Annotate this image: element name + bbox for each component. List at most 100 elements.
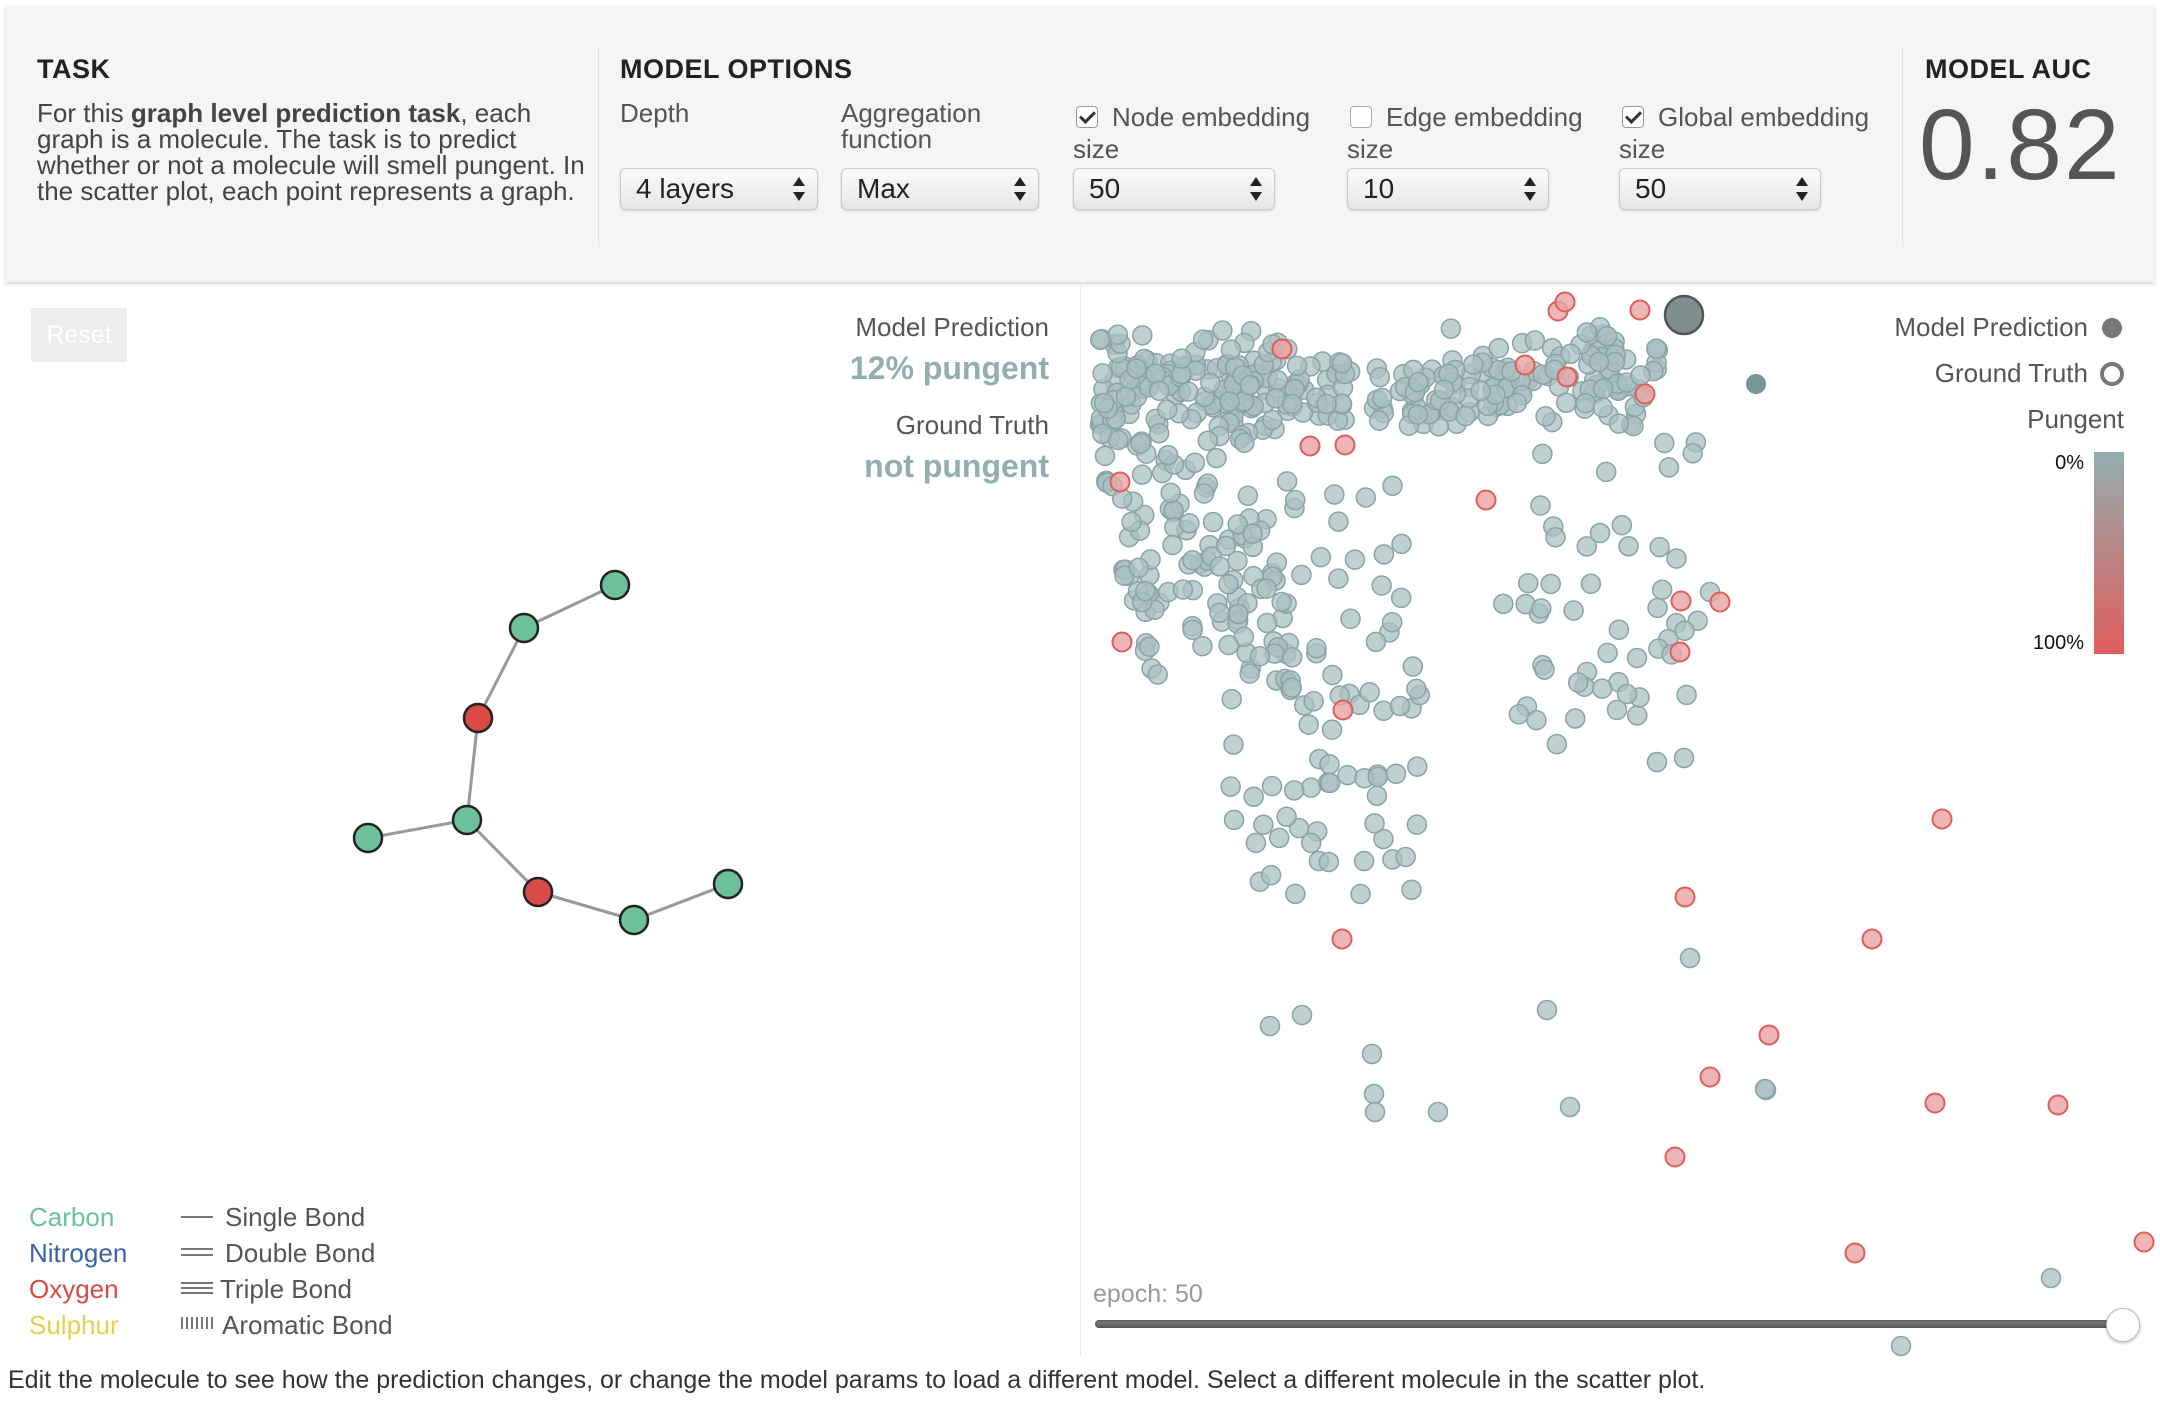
scatter-point[interactable] [1281,677,1302,698]
scatter-point[interactable] [1243,786,1264,807]
scatter-point[interactable] [1268,827,1290,849]
scatter-point[interactable] [1580,573,1602,595]
scatter-point[interactable] [1310,546,1332,568]
scatter-point[interactable] [1390,587,1412,609]
scatter-point[interactable] [1178,381,1199,402]
scatter-point[interactable] [1372,387,1393,409]
scatter-point[interactable] [1256,612,1278,634]
scatter-point[interactable] [1281,393,1303,415]
scatter-point[interactable] [1212,320,1233,341]
scatter-point[interactable] [1271,338,1293,360]
scatter-point[interactable] [1559,1096,1581,1118]
scatter-point[interactable] [1318,851,1340,873]
scatter-point[interactable] [1545,527,1566,548]
scatter-point[interactable] [1121,511,1142,533]
epoch-slider-thumb[interactable] [2106,1308,2140,1342]
scatter-point[interactable] [1616,683,1638,705]
scatter-point[interactable] [1536,999,1558,1021]
scatter-point[interactable] [1364,813,1385,834]
scatter-point[interactable] [1340,608,1361,630]
scatter-point[interactable] [1530,495,1551,516]
scatter-point[interactable] [1395,846,1416,868]
scatter-point[interactable] [1163,499,1184,521]
scatter-point[interactable] [1674,886,1696,908]
scatter-point[interactable] [1363,1083,1385,1105]
scatter-point[interactable] [1228,603,1249,625]
scatter-point[interactable] [1746,374,1766,394]
scatter-point[interactable] [1319,772,1341,794]
scatter-point[interactable] [1126,358,1147,379]
scatter-point[interactable] [1596,325,1618,347]
scatter-point[interactable] [1261,775,1283,797]
scatter-point[interactable] [1475,489,1497,511]
scatter-point[interactable] [1575,392,1596,414]
scatter-point[interactable] [1629,299,1651,321]
node-embedding-select[interactable]: 50 [1073,168,1275,210]
reset-button[interactable]: Reset [31,308,127,362]
scatter-point[interactable] [1220,776,1241,797]
scatter-point[interactable] [1555,392,1577,413]
scatter-point[interactable] [1540,573,1561,595]
scatter-point[interactable] [1234,432,1255,454]
selected-scatter-point[interactable] [1663,294,1705,336]
scatter-point[interactable] [1350,883,1371,905]
scatter-point[interactable] [1359,681,1380,703]
scatter-point[interactable] [1646,338,1667,359]
scatter-point[interactable] [1209,602,1230,623]
scatter-point[interactable] [1249,646,1271,667]
scatter-point[interactable] [1200,372,1221,394]
scatter-point[interactable] [1563,600,1584,621]
scatter-point[interactable] [1218,634,1239,656]
scatter-point[interactable] [1219,391,1240,412]
scatter-point[interactable] [1611,514,1633,536]
scatter-point[interactable] [1470,380,1491,402]
scatter-point[interactable] [1682,442,1704,464]
scatter-point[interactable] [1300,832,1322,854]
scatter-point[interactable] [1267,370,1288,391]
scatter-point[interactable] [1162,534,1183,556]
scatter-point[interactable] [1182,619,1203,641]
scatter-point[interactable] [1361,1043,1383,1065]
scatter-point[interactable] [1592,397,1614,418]
scatter-point[interactable] [1149,380,1170,402]
scatter-point[interactable] [1427,1101,1449,1123]
scatter-point[interactable] [1147,664,1168,685]
scatter-point[interactable] [1355,487,1377,508]
scatter-point[interactable] [1440,318,1462,339]
scatter-point[interactable] [1192,635,1213,657]
scatter-point[interactable] [1658,457,1680,478]
scatter-point[interactable] [1373,828,1394,850]
scatter-point[interactable] [1651,579,1673,601]
scatter-point[interactable] [2040,1267,2062,1289]
scatter-point[interactable] [1589,522,1611,544]
scatter-point[interactable] [1299,435,1321,457]
scatter-point[interactable] [1253,814,1274,836]
scatter-point[interactable] [1588,351,1610,373]
scatter-point[interactable] [1291,564,1312,586]
scatter-point[interactable] [1626,647,1648,669]
scatter-point[interactable] [1676,684,1697,706]
scatter-point[interactable] [1303,690,1324,712]
scatter-point[interactable] [1406,814,1428,835]
scatter-point[interactable] [1132,325,1153,346]
scatter-point[interactable] [1193,483,1215,504]
scatter-point[interactable] [1220,339,1242,360]
scatter-point[interactable] [1508,704,1530,725]
scatter-point[interactable] [2133,1231,2155,1253]
scatter-point[interactable] [1534,659,1555,680]
scatter-point[interactable] [1634,383,1656,405]
scatter-point[interactable] [1408,371,1429,393]
scatter-point[interactable] [1564,708,1586,729]
edge-embedding-checkbox[interactable] [1350,106,1372,128]
scatter-point[interactable] [1365,631,1387,653]
scatter-point[interactable] [1285,883,1306,905]
scatter-point[interactable] [1206,447,1227,469]
scatter-point[interactable] [1669,641,1691,663]
scatter-point[interactable] [1182,550,1203,571]
scatter-point[interactable] [1699,1066,1721,1088]
scatter-point[interactable] [1673,747,1695,769]
scatter-point[interactable] [1260,864,1282,886]
scatter-point[interactable] [1157,399,1178,420]
scatter-point[interactable] [1530,598,1552,619]
scatter-point[interactable] [1179,512,1200,534]
